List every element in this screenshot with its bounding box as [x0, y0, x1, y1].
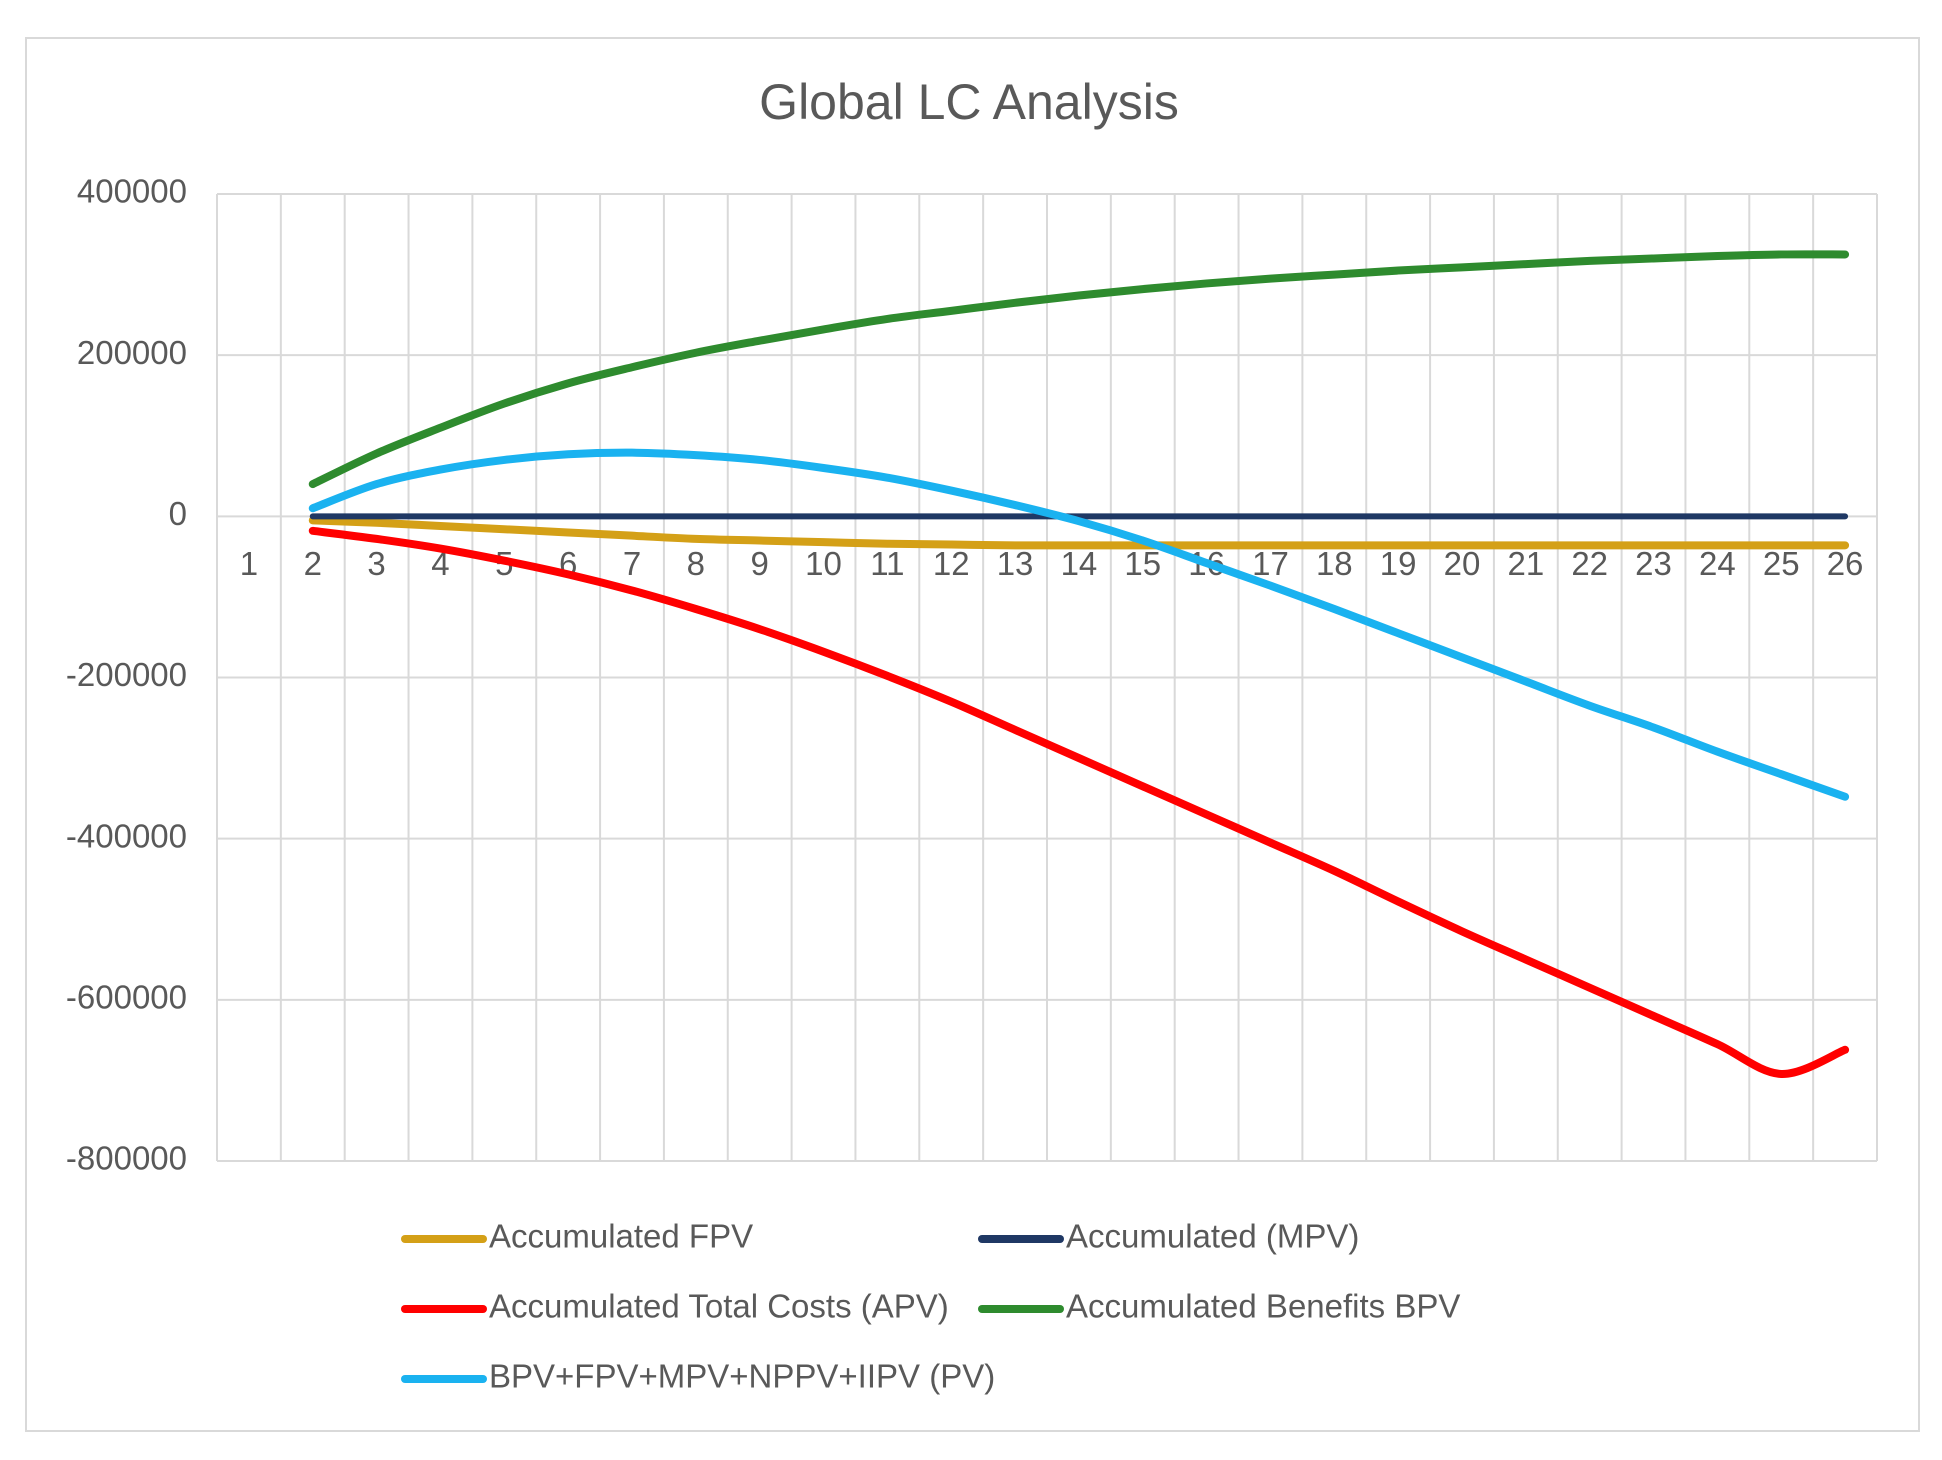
- x-tick-label: 18: [1316, 545, 1353, 582]
- series-line-3: [308, 526, 1850, 1078]
- series-line-4: [308, 250, 1850, 489]
- line-chart: Global LC Analysis 400000 200000 0 -200000 -…: [66, 74, 1878, 1395]
- x-tick-label: 25: [1763, 545, 1800, 582]
- x-tick-label: 17: [1252, 545, 1289, 582]
- x-tick-label: 13: [997, 545, 1034, 582]
- chart-title: Global LC Analysis: [759, 74, 1179, 130]
- x-tick-label: 10: [805, 545, 842, 582]
- x-tick-label: 15: [1124, 545, 1161, 582]
- x-tick-label: 20: [1444, 545, 1481, 582]
- legend-item: BPV+FPV+MPV+NPPV+IIPV (PV): [401, 1358, 995, 1395]
- legend: Accumulated FPV Accumulated (MPV) Accumula…: [401, 1218, 1460, 1395]
- legend-label: Accumulated Benefits BPV: [1066, 1288, 1460, 1325]
- legend-item: Accumulated FPV: [401, 1218, 753, 1255]
- legend-item: Accumulated Total Costs (APV): [401, 1288, 949, 1325]
- series-lines: [308, 250, 1850, 1078]
- series-line-5: [308, 448, 1850, 801]
- legend-label: Accumulated Total Costs (APV): [489, 1288, 949, 1325]
- x-tick-label: 3: [367, 545, 385, 582]
- x-tick-label: 8: [687, 545, 705, 582]
- x-tick-label: 14: [1061, 545, 1098, 582]
- y-axis-tick-labels: 400000 200000 0 -200000 -400000 -600000 -80000…: [66, 173, 187, 1177]
- chart-frame: Global LC Analysis 400000 200000 0 -200000 -…: [25, 37, 1920, 1432]
- x-tick-label: 21: [1507, 545, 1544, 582]
- x-axis-tick-labels: 1 2 3 4 5 6 7 8 9 10 11 12 13 14 15 16 17 18 19 20 21 22 23 24 2…: [240, 545, 1864, 582]
- y-tick-label: -400000: [66, 817, 187, 854]
- x-tick-label: 4: [431, 545, 449, 582]
- y-tick-label: 0: [169, 495, 187, 532]
- legend-label: Accumulated FPV: [489, 1218, 753, 1255]
- y-tick-label: 200000: [77, 334, 187, 371]
- x-tick-label: 1: [240, 545, 258, 582]
- x-tick-label: 12: [933, 545, 970, 582]
- y-tick-label: -800000: [66, 1140, 187, 1177]
- gridlines: [216, 193, 1878, 1162]
- legend-item: Accumulated (MPV): [978, 1218, 1359, 1255]
- x-tick-label: 24: [1699, 545, 1736, 582]
- x-tick-label: 11: [870, 545, 904, 582]
- x-tick-label: 2: [304, 545, 322, 582]
- x-tick-label: 7: [623, 545, 641, 582]
- x-tick-label: 22: [1571, 545, 1608, 582]
- x-tick-label: 23: [1635, 545, 1672, 582]
- legend-label: Accumulated (MPV): [1066, 1218, 1359, 1255]
- y-tick-label: -200000: [66, 656, 187, 693]
- legend-item: Accumulated Benefits BPV: [978, 1288, 1460, 1325]
- x-tick-label: 26: [1827, 545, 1864, 582]
- legend-label: BPV+FPV+MPV+NPPV+IIPV (PV): [489, 1358, 995, 1395]
- x-tick-label: 19: [1380, 545, 1417, 582]
- x-tick-label: 9: [751, 545, 769, 582]
- y-tick-label: 400000: [77, 173, 187, 210]
- y-tick-label: -600000: [66, 979, 187, 1016]
